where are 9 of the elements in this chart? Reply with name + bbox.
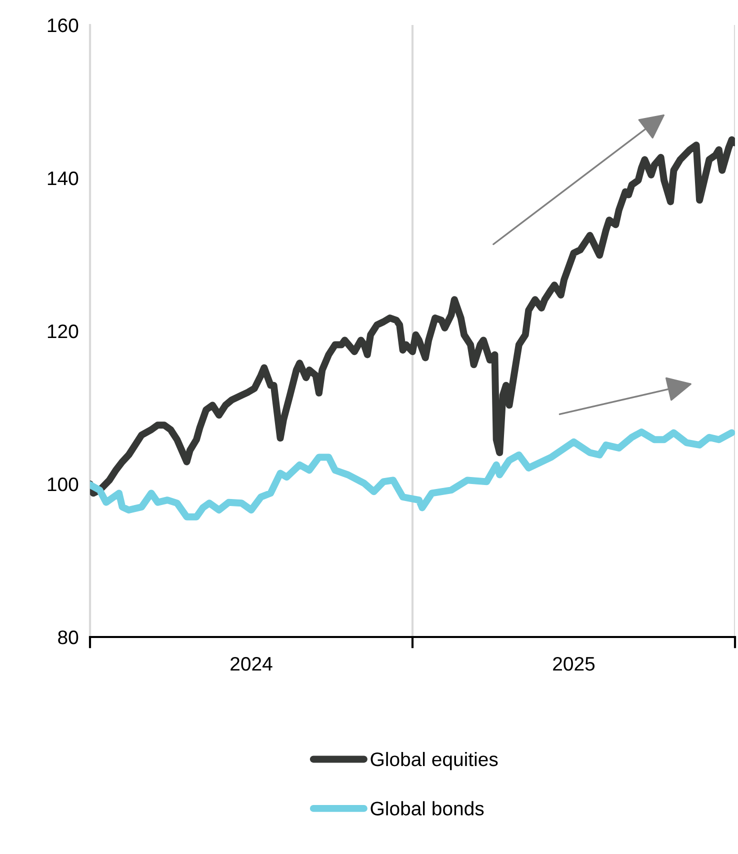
y-tick-label: 120 <box>48 324 78 338</box>
legend-label: Global bonds <box>370 801 484 816</box>
y-tick-label: 160 <box>48 18 78 32</box>
legend-label: Global equities <box>370 752 498 770</box>
y-tick-label: 80 <box>58 630 78 644</box>
y-tick-label: 100 <box>48 477 78 492</box>
x-tick-label: 2024 <box>230 656 272 671</box>
x-tick-label: 2025 <box>553 656 595 671</box>
y-tick-label: 140 <box>48 171 78 186</box>
